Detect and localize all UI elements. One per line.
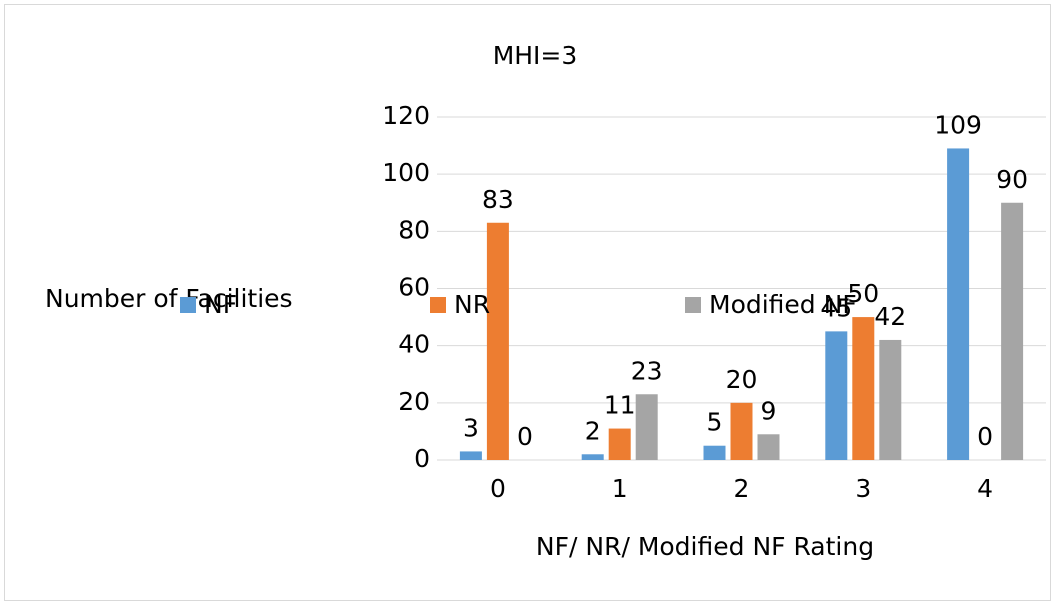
bar: [1001, 202, 1024, 460]
legend-swatch: [430, 297, 446, 313]
x-tick-label: 1: [612, 474, 628, 503]
data-label: 45: [820, 293, 852, 322]
data-label: 5: [707, 408, 723, 437]
data-label: 83: [482, 185, 514, 214]
bar: [635, 394, 658, 460]
bar: [852, 317, 875, 460]
chart-frame: [4, 4, 1051, 601]
x-tick-label: 0: [490, 474, 506, 503]
chart-title: MHI=3: [493, 41, 578, 70]
legend-swatch: [685, 297, 701, 313]
data-label: 42: [874, 302, 906, 331]
data-label: 3: [463, 413, 479, 442]
data-label: 0: [517, 422, 533, 451]
y-axis-title: Number of Facilities: [45, 284, 293, 313]
bar: [581, 454, 604, 460]
bar: [486, 222, 509, 460]
bar: [608, 428, 631, 460]
data-label: 50: [847, 279, 879, 308]
y-tick-label: 0: [414, 444, 430, 473]
legend-label: NF: [204, 290, 237, 319]
bar: [879, 339, 902, 460]
y-tick-label: 40: [398, 330, 430, 359]
data-label: 23: [631, 356, 663, 385]
y-tick-label: 20: [398, 387, 430, 416]
bar: [947, 148, 970, 461]
y-tick-label: 120: [382, 101, 430, 130]
y-tick-label: 80: [398, 215, 430, 244]
x-axis-title: NF/ NR/ Modified NF Rating: [536, 532, 874, 561]
legend-label: Modified NF: [709, 290, 857, 319]
data-label: 90: [996, 165, 1028, 194]
bar: [757, 434, 780, 460]
x-tick-label: 3: [855, 474, 871, 503]
bar: [730, 402, 753, 460]
bar: [825, 331, 848, 460]
data-label: 20: [726, 365, 758, 394]
data-label: 11: [604, 391, 636, 420]
bar: [459, 451, 482, 460]
y-tick-label: 60: [398, 273, 430, 302]
bar: [703, 445, 726, 460]
x-tick-label: 2: [734, 474, 750, 503]
data-label: 2: [585, 416, 601, 445]
legend-swatch: [180, 297, 196, 313]
data-label: 9: [761, 396, 777, 425]
legend-label: NR: [454, 290, 490, 319]
data-label: 109: [934, 110, 982, 139]
x-tick-label: 4: [977, 474, 993, 503]
y-tick-label: 100: [382, 158, 430, 187]
data-label: 0: [977, 422, 993, 451]
